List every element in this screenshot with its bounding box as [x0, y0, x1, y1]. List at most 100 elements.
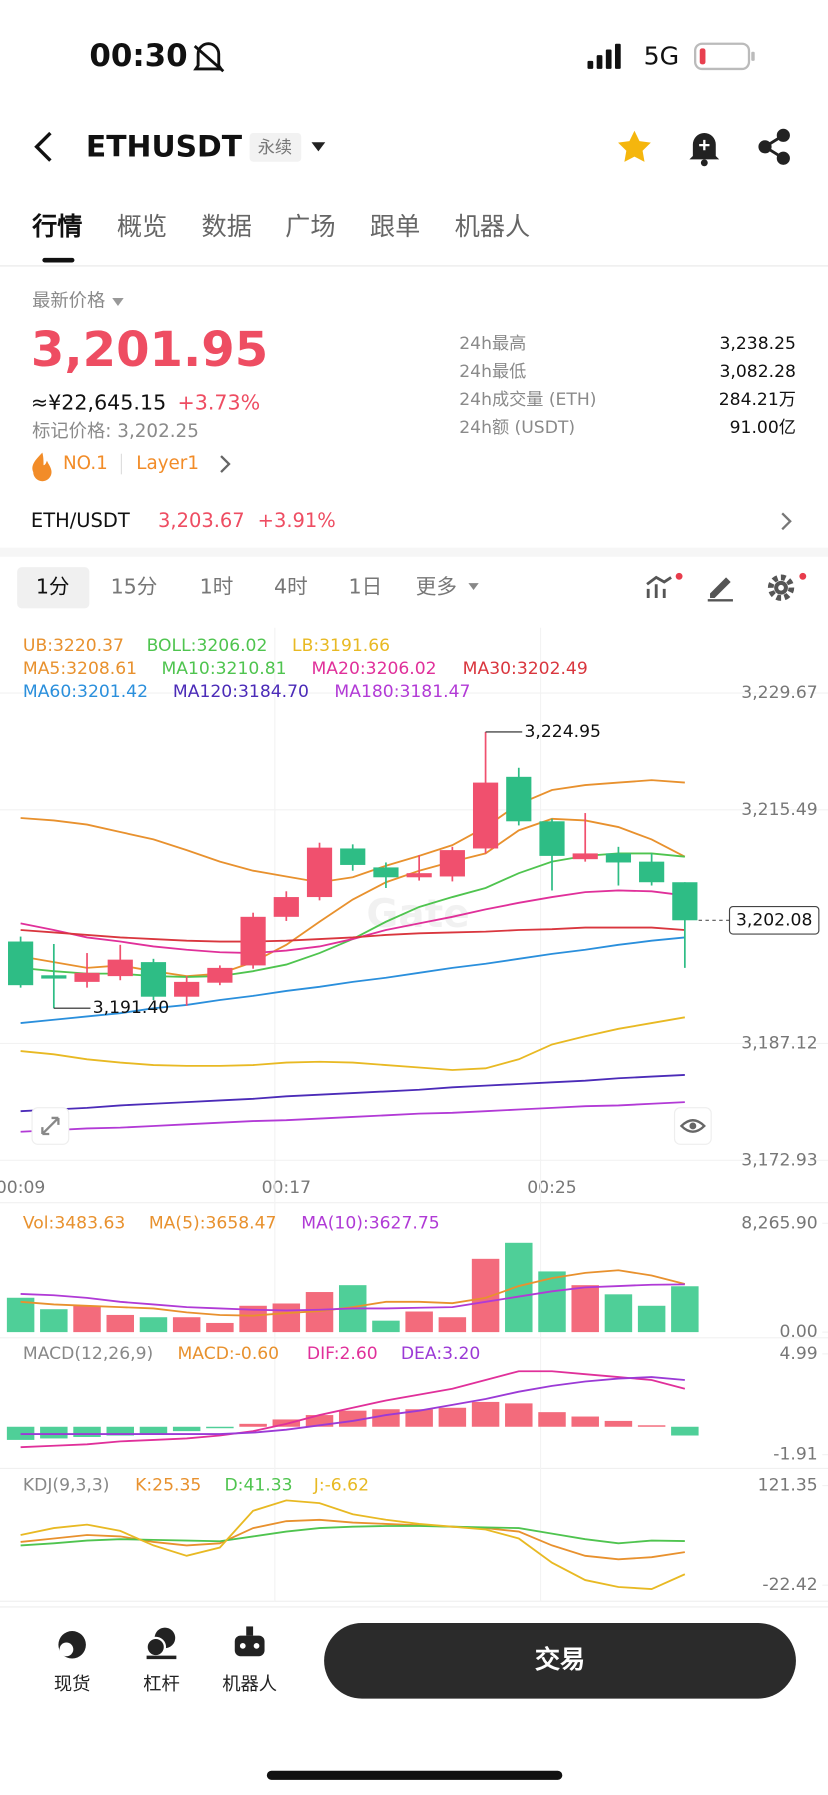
- bar: [106, 1426, 134, 1436]
- interval[interactable]: 1日: [348, 575, 382, 599]
- watermark: Gate: [366, 892, 469, 937]
- spot-icon: [58, 1631, 86, 1659]
- x-tick-label: 00:25: [527, 1178, 576, 1198]
- pair-change: +3.91%: [258, 509, 336, 532]
- legend-entry: MA120:3184.70: [173, 682, 309, 702]
- stat-label: 24h最低: [459, 362, 526, 382]
- indicator-line: [20, 926, 685, 943]
- bar: [405, 1409, 433, 1427]
- candle-body: [605, 853, 632, 863]
- expand-button[interactable]: [31, 1107, 70, 1145]
- bar: [106, 1314, 134, 1333]
- bar: [6, 1297, 35, 1333]
- bar: [505, 1242, 533, 1333]
- draw-button[interactable]: [707, 577, 733, 602]
- panel-title: MACD(12,26,9): [23, 1344, 153, 1364]
- hot-icon: [32, 452, 52, 482]
- y-tick-label: 121.35: [758, 1476, 818, 1496]
- legend-entry: UB:3220.37: [23, 636, 124, 656]
- interval[interactable]: 15分: [111, 575, 158, 599]
- interval[interactable]: 1时: [200, 575, 234, 599]
- y-tick-label: 8,265.90: [741, 1213, 817, 1233]
- pair-name: ETH/USDT: [31, 509, 130, 532]
- bar: [73, 1426, 101, 1437]
- bar: [206, 1426, 234, 1429]
- tab-underline: [42, 257, 75, 263]
- annotation: 3,191.40: [93, 998, 169, 1018]
- y-tick-label: -22.42: [762, 1575, 817, 1595]
- indicator-line: [20, 1525, 685, 1547]
- tab[interactable]: 概览: [117, 212, 167, 241]
- y-tick-label: 3,172.93: [741, 1150, 817, 1170]
- interval[interactable]: 4时: [274, 575, 308, 599]
- annotation: 3,224.95: [525, 722, 601, 742]
- caption-dropdown[interactable]: [112, 297, 124, 306]
- legend-entry: K:25.35: [135, 1476, 201, 1496]
- bar: [671, 1426, 699, 1436]
- settings-button[interactable]: [767, 572, 807, 601]
- indicator-line: [20, 1016, 686, 1071]
- indicator-line: [20, 1499, 686, 1591]
- symbol: ETHUSDT: [86, 129, 243, 164]
- visibility-button[interactable]: [673, 1107, 712, 1145]
- nav-label[interactable]: 杠杆: [143, 1674, 180, 1695]
- symbol-dropdown[interactable]: [311, 142, 326, 152]
- panel-title: Vol:3483.63: [23, 1213, 125, 1233]
- legend-entry: DIF:2.60: [307, 1344, 378, 1364]
- bar: [139, 1426, 168, 1435]
- pair-chevron[interactable]: [781, 512, 792, 531]
- legend-entry: MA(10):3627.75: [301, 1213, 439, 1233]
- y-tick-label: 3,215.49: [741, 800, 817, 820]
- tab[interactable]: 广场: [285, 212, 335, 241]
- tab[interactable]: 机器人: [455, 212, 531, 241]
- bar: [438, 1317, 467, 1333]
- bar: [471, 1258, 500, 1333]
- home-indicator: [266, 1770, 563, 1780]
- interval-selected-bg: [17, 567, 90, 609]
- legend-entry: LB:3191.66: [292, 636, 390, 656]
- interval[interactable]: 更多: [416, 575, 457, 599]
- share-button[interactable]: [758, 128, 790, 165]
- candle-body: [207, 967, 233, 983]
- pair-price: 3,203.67: [158, 509, 245, 532]
- section-gap: [0, 547, 828, 557]
- last-price-box: [728, 905, 820, 935]
- network: 5G: [644, 41, 680, 70]
- alert-button[interactable]: [689, 133, 720, 167]
- candle-body: [539, 821, 565, 856]
- bar: [538, 1412, 566, 1427]
- x-tick-label: 00:17: [262, 1178, 311, 1198]
- legend-entry: MA5:3208.61: [23, 659, 137, 679]
- candle-body: [107, 959, 133, 977]
- candle-body: [373, 867, 399, 878]
- candle-body: [439, 850, 465, 877]
- indicator-line: [20, 1283, 685, 1312]
- candle-body: [74, 972, 100, 982]
- tab[interactable]: 行情: [31, 212, 82, 241]
- battery-icon: [694, 42, 755, 71]
- sector-chevron[interactable]: [220, 455, 231, 473]
- rank: NO.1: [63, 453, 108, 474]
- indicator-line: [20, 1101, 685, 1133]
- favorite-button[interactable]: [618, 130, 651, 162]
- trade-button[interactable]: [324, 1623, 796, 1699]
- signal-icon: [587, 43, 621, 69]
- tab[interactable]: 数据: [202, 212, 252, 241]
- bar: [637, 1425, 666, 1427]
- indicator-button[interactable]: [646, 572, 683, 599]
- price-caption: 最新价格: [32, 290, 105, 311]
- back-button[interactable]: [34, 131, 52, 162]
- more-dropdown[interactable]: [468, 583, 479, 591]
- nav-label[interactable]: 机器人: [222, 1674, 277, 1695]
- nav-label[interactable]: 现货: [54, 1674, 91, 1695]
- interval[interactable]: 1分: [36, 575, 70, 599]
- stat-value: 3,238.25: [720, 334, 796, 354]
- candle-body: [672, 882, 698, 921]
- legend-entry: BOLL:3206.02: [147, 636, 268, 656]
- bar: [571, 1285, 599, 1333]
- bar: [604, 1294, 633, 1333]
- x-tick-label: 00:09: [0, 1178, 45, 1198]
- cny-price: ≈¥22,645.15: [31, 390, 166, 414]
- tab[interactable]: 跟单: [370, 212, 420, 241]
